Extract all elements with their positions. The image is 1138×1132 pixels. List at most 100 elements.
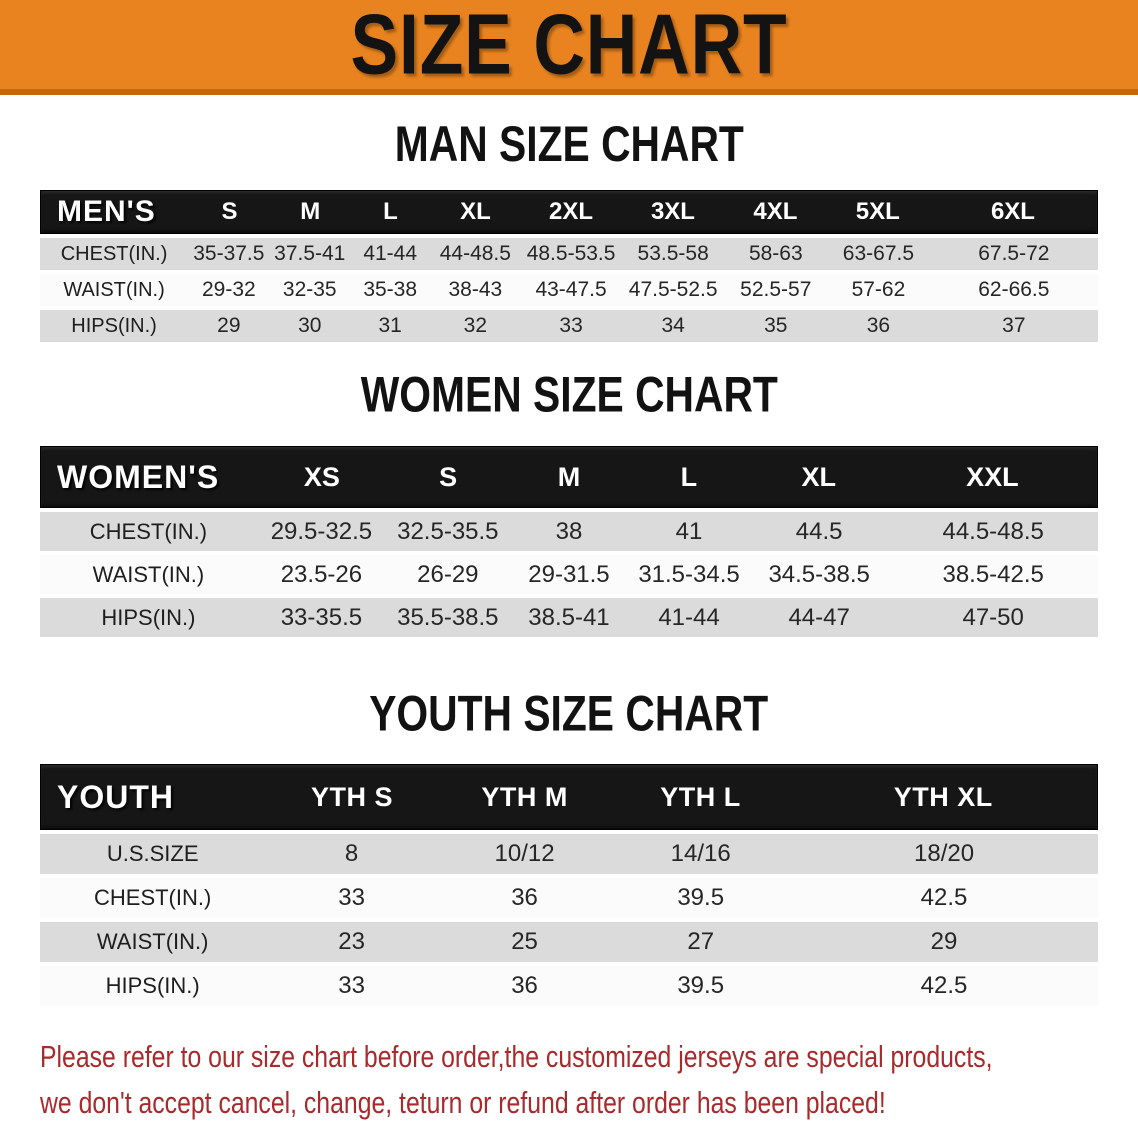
value-cell: 29.5-32.5 [270,517,373,545]
value-cell: 29 [217,314,241,337]
order-notice: Please refer to our size chart before or… [40,1034,1120,1126]
value-cell: 29-32 [201,278,256,301]
size-column-header: M [557,461,581,492]
value-cell: 32 [463,314,488,337]
youth-table-label: YOUTH [57,778,174,815]
size-column-header: M [300,198,321,225]
value-cell: 37.5-41 [274,242,346,265]
youth-table-header-row: YOUTH YTH S YTH M YTH L YTH XL [40,764,1098,830]
value-cell: 35 [764,314,788,337]
value-cell: 42.5 [920,884,968,911]
notice-line: we don't accept cancel, change, teturn o… [40,1085,886,1120]
value-cell: 33 [338,972,365,999]
women-table-header-row: WOMEN'S XS S M L XL XXL [40,446,1098,508]
table-row: WAIST(IN.) 23.5-26 26-29 29-31.5 31.5-34.5 34… [40,555,1098,594]
table-row: HIPS(IN.) 33 36 39.5 42.5 [40,966,1098,1006]
value-cell: 25 [511,928,538,955]
value-cell: 36 [866,314,891,337]
value-cell: 57-62 [851,278,906,301]
table-row: WAIST(IN.) 23 25 27 29 [40,922,1098,962]
value-cell: 41-44 [363,242,418,265]
youth-size-table: YOUTH YTH S YTH M YTH L YTH XL U.S.SIZE 8 10/12… [40,764,1098,1006]
value-cell: 35-37.5 [193,242,265,265]
value-cell: 52.5-57 [740,278,812,301]
value-cell: 62-66.5 [978,278,1050,301]
table-row: HIPS(IN.) 29 30 31 32 33 34 35 36 37 [40,310,1098,342]
row-label: HIPS(IN.) [105,973,200,998]
value-cell: 41 [675,517,703,545]
value-cell: 43-47.5 [535,278,607,301]
notice-line: Please refer to our size chart before or… [40,1039,993,1074]
value-cell: 41-44 [658,603,720,631]
value-cell: 32.5-35.5 [397,517,499,545]
value-cell: 67.5-72 [978,242,1050,265]
table-row: CHEST(IN.) 33 36 39.5 42.5 [40,878,1098,918]
row-label: CHEST(IN.) [89,518,208,544]
row-label: WAIST(IN.) [63,278,165,301]
size-column-header: YTH S [310,781,393,812]
size-column-header: YTH L [660,781,741,812]
row-label: WAIST(IN.) [96,929,209,954]
size-column-header: S [221,198,238,225]
value-cell: 31 [378,314,402,337]
size-column-header: 5XL [855,198,900,225]
size-column-header: 2XL [549,198,594,225]
value-cell: 39.5 [677,884,725,911]
table-row: CHEST(IN.) 29.5-32.5 32.5-35.5 38 41 44.5 44.5… [40,512,1098,551]
women-table-label: WOMEN'S [57,458,220,495]
value-cell: 35.5-38.5 [397,603,499,631]
value-cell: 38.5-42.5 [942,560,1044,588]
value-cell: 36 [511,884,538,911]
size-column-header: S [439,461,458,492]
value-cell: 44-48.5 [439,242,511,265]
value-cell: 8 [344,840,359,867]
value-cell: 58-63 [748,242,803,265]
size-column-header: 6XL [990,198,1035,225]
men-table-label: MEN'S [57,195,156,228]
row-label: HIPS(IN.) [71,314,157,337]
value-cell: 30 [298,314,322,337]
value-cell: 38-43 [448,278,503,301]
value-cell: 63-67.5 [842,242,915,265]
size-column-header: YTH XL [893,781,993,812]
value-cell: 10/12 [494,840,555,867]
value-cell: 23 [338,928,365,955]
value-cell: 33 [338,884,365,911]
value-cell: 38.5-41 [528,603,610,631]
value-cell: 18/20 [914,840,975,867]
value-cell: 37 [1002,314,1026,337]
table-row: U.S.SIZE 8 10/12 14/16 18/20 [40,834,1098,874]
size-column-header: XS [303,461,340,492]
value-cell: 39.5 [677,972,725,999]
value-cell: 14/16 [670,840,731,867]
men-table-header-row: MEN'S S M L XL 2XL 3XL 4XL 5XL 6XL [40,190,1098,234]
value-cell: 44.5 [795,517,843,545]
value-cell: 35-38 [363,278,418,301]
size-column-header: 4XL [753,198,798,225]
table-row: CHEST(IN.) 35-37.5 37.5-41 41-44 44-48.5 48.5… [40,238,1098,270]
value-cell: 44.5-48.5 [942,517,1044,545]
value-cell: 48.5-53.5 [526,242,616,265]
man-size-chart-heading: MAN SIZE CHART [394,116,744,173]
value-cell: 33-35.5 [280,603,363,631]
value-cell: 34 [661,314,685,337]
row-label: WAIST(IN.) [92,561,205,587]
women-size-chart-heading: WOMEN SIZE CHART [360,367,778,424]
row-label: HIPS(IN.) [101,604,196,630]
value-cell: 33 [559,314,583,337]
size-column-header: L [680,461,698,492]
value-cell: 47-50 [962,603,1024,631]
value-cell: 26-29 [417,560,479,588]
value-cell: 32-35 [282,278,337,301]
value-cell: 53.5-58 [637,242,709,265]
value-cell: 31.5-34.5 [638,560,740,588]
value-cell: 38 [555,517,583,545]
banner: SIZE CHART [0,0,1138,95]
row-label: CHEST(IN.) [94,885,212,910]
womens-size-table: WOMEN'S XS S M L XL XXL CHEST(IN.) 29.5-32.5 32.5… [40,446,1098,637]
value-cell: 23.5-26 [280,560,363,588]
table-row: WAIST(IN.) 29-32 32-35 35-38 38-43 43-47.5 47.… [40,274,1098,306]
youth-size-chart-heading: YOUTH SIZE CHART [369,686,769,743]
value-cell: 34.5-38.5 [768,560,870,588]
